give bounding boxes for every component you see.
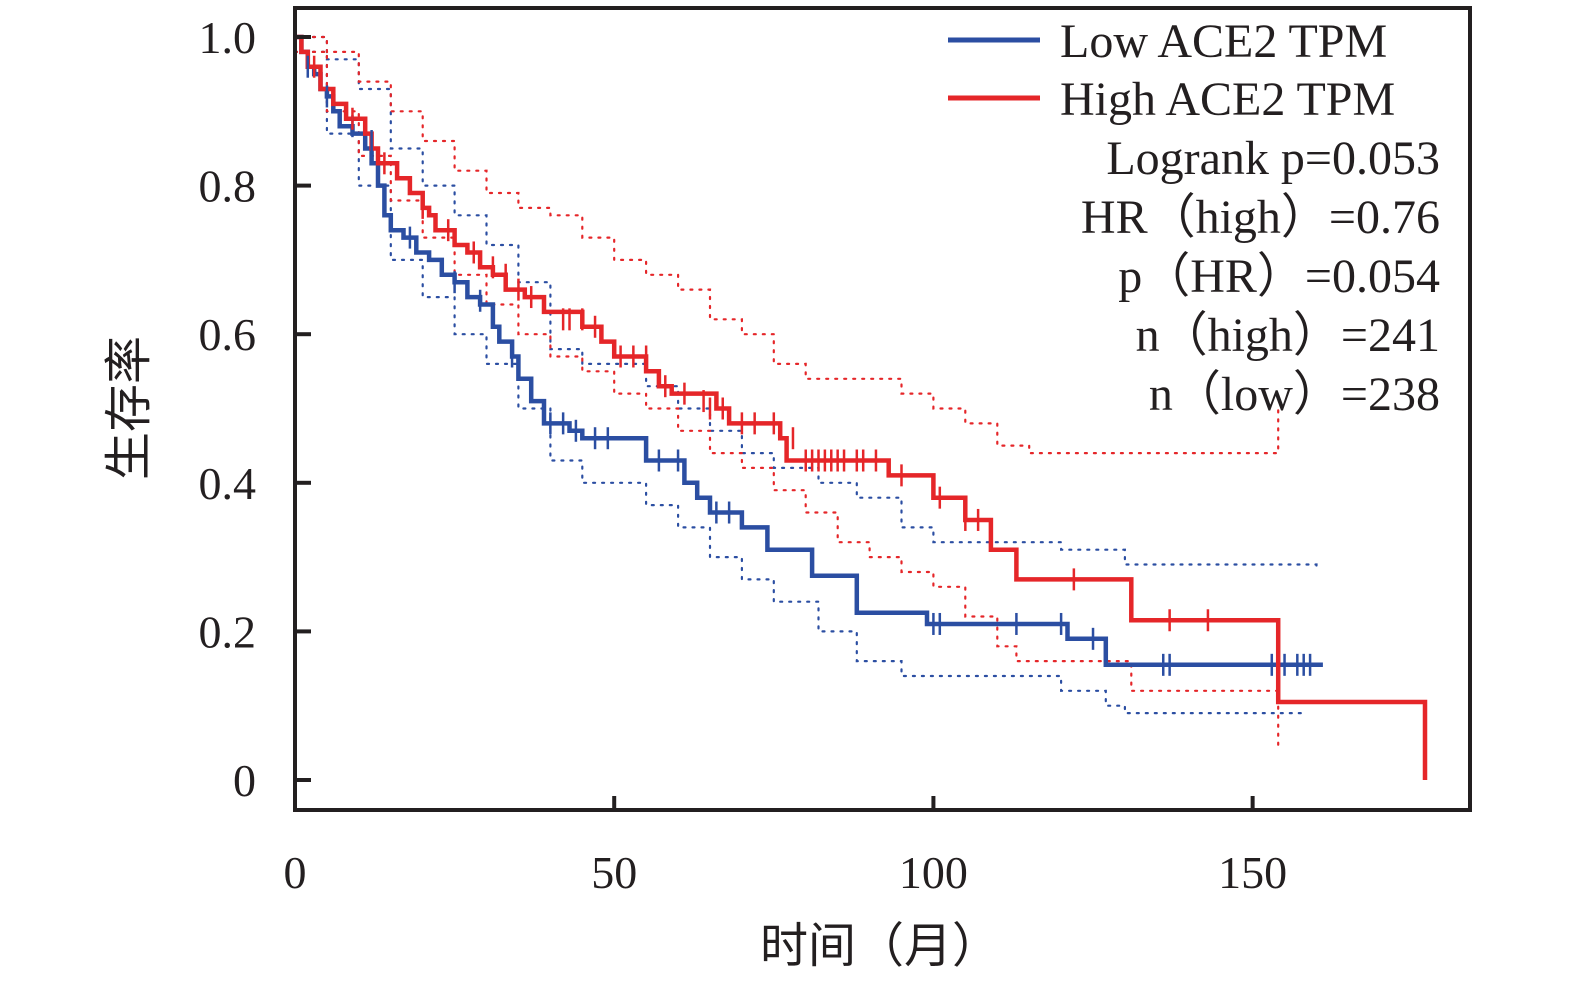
plot-frame (293, 6, 1472, 812)
x-tick-label-100: 100 (899, 847, 968, 898)
y-tick-label-0.2: 0.2 (199, 606, 257, 657)
stat-annotation-1: HR（high）=0.76 (1081, 191, 1440, 244)
stat-annotation-3: n（high）=241 (1136, 309, 1440, 362)
stat-annotation-2: p（HR）=0.054 (1118, 250, 1440, 303)
y-tick-label-0.6: 0.6 (199, 309, 257, 360)
x-axis-title: 时间（月） (760, 920, 1000, 973)
ci-lower-low (293, 50, 1305, 715)
x-tick-label-50: 50 (591, 847, 637, 898)
ci-upper-low (293, 35, 1318, 570)
censor-marks (306, 55, 1312, 676)
x-tick-label-150: 150 (1218, 847, 1287, 898)
axes: 0 50 100 150 0 0.2 0.4 0.6 0.8 1.0 (199, 12, 1288, 898)
legend-label-low: Low ACE2 TPM (1060, 15, 1387, 68)
y-tick-label-0.8: 0.8 (199, 161, 257, 212)
y-tick-label-0: 0 (233, 755, 256, 806)
ci-upper-high (293, 35, 1280, 455)
survival-curve-high (295, 34, 1428, 780)
legend-label-high: High ACE2 TPM (1060, 73, 1395, 126)
stat-annotation-0: Logrank p=0.053 (1106, 132, 1440, 185)
x-tick-label-0: 0 (284, 847, 307, 898)
confidence-intervals (293, 35, 1318, 752)
y-tick-label-1.0: 1.0 (199, 12, 257, 63)
stat-annotation-4: n（low）=238 (1149, 368, 1440, 421)
y-tick-label-0.4: 0.4 (199, 458, 257, 509)
ci-lower-high (293, 50, 1280, 752)
y-axis-title: 生存率 (103, 336, 156, 480)
